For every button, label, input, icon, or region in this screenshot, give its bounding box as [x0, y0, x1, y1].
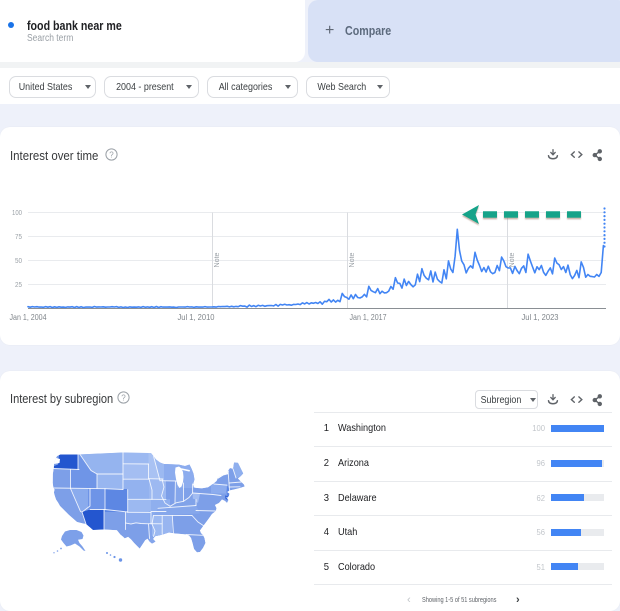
svg-text:Note: Note — [347, 253, 356, 268]
svg-text:25: 25 — [15, 280, 22, 289]
svg-text:?: ? — [109, 150, 114, 159]
svg-text:Jul 1, 2010: Jul 1, 2010 — [178, 313, 216, 322]
svg-text:75: 75 — [15, 232, 22, 241]
svg-text:?: ? — [121, 393, 126, 402]
svg-text:Note: Note — [212, 253, 221, 268]
svg-text:50: 50 — [15, 256, 22, 265]
svg-text:Jan 1, 2017: Jan 1, 2017 — [350, 313, 387, 322]
svg-text:Note: Note — [507, 253, 516, 268]
svg-text:100: 100 — [12, 208, 22, 217]
svg-text:Jan 1, 2004: Jan 1, 2004 — [10, 313, 47, 322]
svg-text:Jul 1, 2023: Jul 1, 2023 — [522, 313, 560, 322]
